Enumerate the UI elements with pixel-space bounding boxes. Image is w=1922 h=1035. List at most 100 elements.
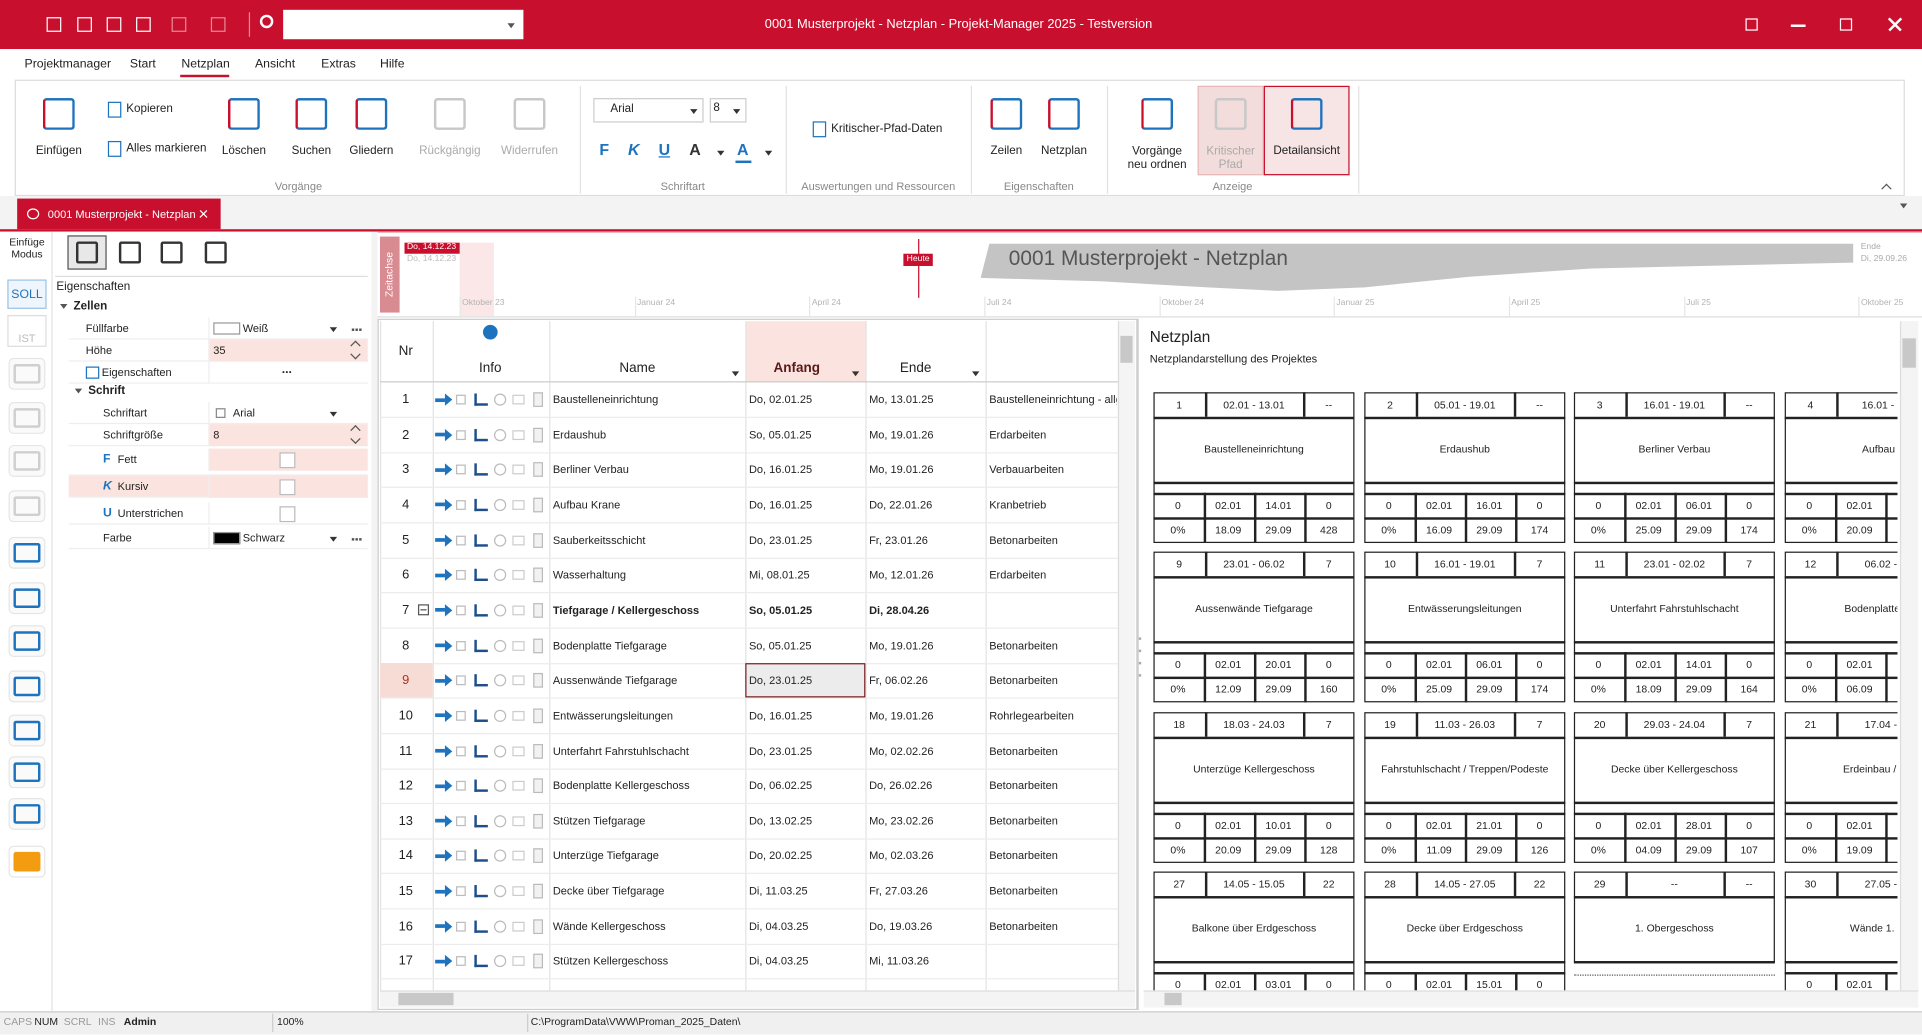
task-end: Mo, 19.01.26	[869, 463, 934, 476]
v-scrollbar[interactable]	[1117, 321, 1136, 991]
row-checkbox[interactable]	[455, 816, 466, 826]
search-box[interactable]	[283, 9, 524, 40]
menu-item[interactable]: Ansicht	[254, 57, 296, 72]
v-scrollbar[interactable]	[1899, 321, 1919, 991]
font-style-button[interactable]: F	[599, 140, 610, 159]
ribbon-button[interactable]: Suchen	[291, 144, 332, 158]
node-field: 28	[1384, 877, 1396, 890]
checkbox[interactable]	[279, 506, 296, 523]
menu-item[interactable]: Projektmanager	[24, 57, 112, 72]
row-checkbox[interactable]	[455, 464, 466, 475]
row-checkbox[interactable]	[455, 710, 466, 721]
property-value[interactable]: Arial	[232, 406, 255, 420]
property-value[interactable]: 35	[213, 344, 226, 357]
toolbar-icon[interactable]	[46, 17, 62, 32]
tool-button[interactable]	[8, 582, 46, 615]
ribbon-button[interactable]: Vorgänge neu ordnen	[1127, 144, 1187, 172]
font-style-button[interactable]: A	[737, 140, 749, 159]
timeline-end: Di, 29.09.26	[1860, 254, 1907, 264]
toolbar-icon[interactable]	[136, 17, 151, 32]
font-style-button[interactable]: K	[627, 140, 640, 159]
font-style-button[interactable]: A	[689, 140, 701, 159]
property-value[interactable]: Schwarz	[242, 531, 286, 545]
row-line	[379, 627, 1118, 629]
column-header[interactable]: Anfang	[773, 361, 820, 376]
note-icon	[512, 570, 525, 581]
checkbox[interactable]	[279, 479, 296, 496]
task-description: Betonarbeiten	[989, 779, 1058, 792]
row-number: 1	[402, 392, 410, 407]
arrow-head	[444, 674, 453, 687]
font-combo[interactable]	[593, 98, 704, 123]
row-number: 5	[402, 532, 410, 548]
row-checkbox[interactable]	[455, 570, 466, 581]
node-line	[1204, 392, 1207, 417]
menu-item[interactable]: Netzplan	[181, 57, 230, 72]
toolbar-icon[interactable]	[77, 17, 92, 32]
document-tab[interactable]	[17, 198, 221, 230]
row-checkbox[interactable]	[455, 640, 466, 651]
node-line	[1153, 641, 1355, 643]
ribbon-button[interactable]: Einfügen	[35, 144, 82, 158]
selected-nr	[379, 663, 433, 698]
ribbon-button[interactable]: Zeilen	[990, 144, 1023, 158]
soll-button[interactable]	[7, 279, 47, 309]
node-field: 0	[1806, 818, 1813, 831]
ist-button[interactable]	[7, 315, 47, 347]
row-checkbox[interactable]	[455, 535, 466, 545]
ribbon-button[interactable]: Kritischer Pfad	[1206, 144, 1255, 172]
ribbon-button[interactable]: Kritischer-Pfad-Daten	[831, 122, 943, 136]
property-value[interactable]: 8	[213, 428, 220, 442]
ribbon-button[interactable]: Detailansicht	[1273, 144, 1341, 158]
toolbar-icon[interactable]	[106, 17, 122, 32]
row-checkbox[interactable]	[455, 605, 466, 616]
ribbon-button[interactable]: Kopieren	[126, 102, 173, 116]
row-checkbox[interactable]	[455, 429, 466, 440]
node-field: 28.01	[1685, 818, 1712, 831]
ribbon-button[interactable]: Widerrufen	[501, 144, 559, 158]
ribbon-button[interactable]: Löschen	[221, 144, 266, 158]
size-combo[interactable]	[709, 98, 747, 123]
row-checkbox[interactable]	[455, 851, 466, 862]
row-line	[379, 486, 1118, 489]
row-checkbox[interactable]	[455, 500, 466, 510]
row-checkbox[interactable]	[455, 921, 466, 932]
row-checkbox[interactable]	[455, 780, 466, 791]
menu-item[interactable]: Hilfe	[379, 57, 405, 72]
column-header[interactable]: Name	[619, 361, 656, 376]
property-value-cell	[208, 402, 367, 425]
toolbar-icon[interactable]	[171, 17, 187, 32]
ribbon-group-label: Eigenschaften	[1003, 179, 1074, 193]
note-icon	[512, 710, 525, 721]
ribbon-button[interactable]: Rückgängig	[419, 144, 481, 158]
h-scrollbar[interactable]	[1143, 990, 1919, 1008]
row-checkbox[interactable]	[455, 394, 466, 405]
h-scrollbar[interactable]	[379, 990, 1136, 1008]
node-line	[1414, 492, 1417, 544]
search-icon[interactable]	[259, 14, 274, 29]
font-style-button[interactable]: U	[658, 140, 671, 159]
panel-tab-button[interactable]	[67, 235, 107, 270]
row-checkbox[interactable]	[455, 956, 466, 967]
restore-button[interactable]	[1839, 18, 1853, 31]
toolbar-icon[interactable]	[210, 17, 226, 32]
checkbox[interactable]	[279, 452, 296, 469]
row-checkbox[interactable]	[455, 886, 466, 897]
row-checkbox[interactable]	[455, 745, 466, 756]
help-button[interactable]	[1745, 18, 1758, 31]
ribbon-button[interactable]: Gliedern	[349, 144, 394, 158]
menu-item[interactable]: Extras	[321, 57, 356, 72]
property-value[interactable]: Weiß	[242, 322, 269, 335]
property-value[interactable]: ...	[281, 363, 292, 377]
column-header[interactable]: Ende	[899, 361, 932, 376]
minimize-button[interactable]	[1790, 24, 1806, 27]
node-name: Berliner Verbau	[1638, 442, 1711, 455]
resource-icon	[493, 569, 507, 582]
ribbon-button[interactable]: Alles markieren	[126, 141, 207, 156]
ribbon-button[interactable]: Netzplan	[1040, 144, 1087, 158]
node-line	[1153, 736, 1355, 739]
node-line	[1203, 812, 1206, 863]
menu-item[interactable]: Start	[129, 57, 156, 72]
splitter-dot	[1138, 637, 1142, 640]
row-checkbox[interactable]	[455, 675, 466, 686]
